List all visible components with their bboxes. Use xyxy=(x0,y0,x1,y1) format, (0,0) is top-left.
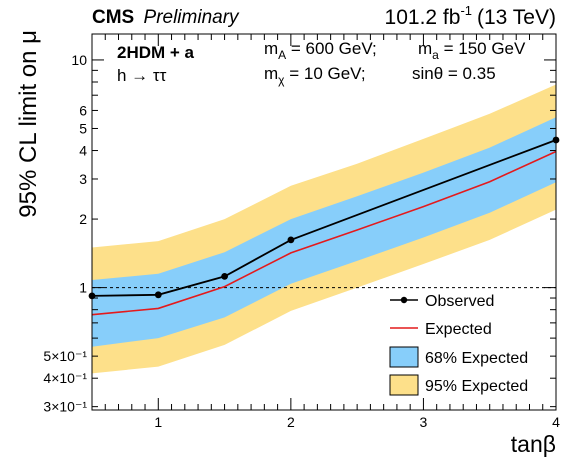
mchi-parameter: mχ = 10 GeV; xyxy=(264,64,366,87)
small-a-value: = 150 GeV xyxy=(439,39,526,58)
legend: Observed Expected 68% Expected 95% Expec… xyxy=(389,293,528,396)
x-tick-label: 2 xyxy=(287,414,295,430)
ma-parameter: mA = 600 GeV; xyxy=(264,39,377,62)
x-axis-ticks: 1 2 3 4 xyxy=(91,34,560,430)
observed-point xyxy=(221,273,229,280)
legend-95-label: 95% Expected xyxy=(425,378,528,395)
energy-label: (13 TeV) xyxy=(477,6,556,29)
y-tick-label: 2 xyxy=(79,211,87,227)
cms-status-label: Preliminary xyxy=(144,7,241,28)
uncertainty-bands xyxy=(92,84,556,374)
ma-symbol: m xyxy=(264,39,278,58)
lumi-value: 101.2 fb xyxy=(385,6,461,29)
y-tick-label: 3×10⁻¹ xyxy=(43,399,87,415)
lumi-exponent: -1 xyxy=(460,3,472,18)
y-tick-label: 3 xyxy=(79,171,87,187)
band-68-expected xyxy=(92,117,556,347)
sintheta-parameter: sinθ = 0.35 xyxy=(412,64,496,83)
legend-95-swatch xyxy=(389,374,419,396)
observed-point xyxy=(287,236,295,244)
x-tick-label: 4 xyxy=(552,414,560,430)
small-a-subscript: a xyxy=(432,48,439,62)
legend-observed-label: Observed xyxy=(425,293,494,310)
mchi-symbol: m xyxy=(264,64,278,83)
ma-subscript: A xyxy=(278,48,286,62)
cms-header: CMS Preliminary xyxy=(92,7,240,28)
ma-value: = 600 GeV; xyxy=(286,39,377,58)
small-a-symbol: m xyxy=(418,39,432,58)
observed-point xyxy=(154,291,162,299)
small-a-parameter: ma = 150 GeV xyxy=(418,39,526,62)
y-tick-label: 4 xyxy=(79,143,87,159)
legend-68-swatch xyxy=(389,346,419,368)
y-tick-label: 6 xyxy=(79,102,87,118)
legend-observed-marker xyxy=(400,296,408,304)
plot-frame xyxy=(91,33,557,411)
y-tick-label: 5×10⁻¹ xyxy=(43,348,87,364)
x-tick-label: 1 xyxy=(154,414,162,430)
x-axis-title: tanβ xyxy=(511,431,556,457)
legend-68-label: 68% Expected xyxy=(425,350,528,367)
mchi-value: = 10 GeV; xyxy=(284,64,365,83)
y-tick-label: 4×10⁻¹ xyxy=(43,370,87,386)
legend-expected-label: Expected xyxy=(425,321,492,338)
cms-experiment-label: CMS xyxy=(92,7,134,28)
luminosity-label: 101.2 fb-1 (13 TeV) xyxy=(385,3,556,29)
y-tick-label: 1 xyxy=(79,280,87,296)
x-tick-label: 3 xyxy=(420,414,428,430)
expected-limit-line xyxy=(91,150,557,316)
y-tick-label: 5 xyxy=(79,120,87,136)
mchi-subscript: χ xyxy=(278,73,285,87)
y-tick-label: 10 xyxy=(71,52,87,68)
y-axis-title: 95% CL limit on μ xyxy=(15,30,42,218)
model-label: 2HDM + a xyxy=(117,43,195,62)
y-axis-ticks: 3×10⁻¹ 4×10⁻¹ 5×10⁻¹ 1 2 3 4 5 6 10 xyxy=(43,52,556,415)
channel-label: h → ττ xyxy=(117,66,167,85)
